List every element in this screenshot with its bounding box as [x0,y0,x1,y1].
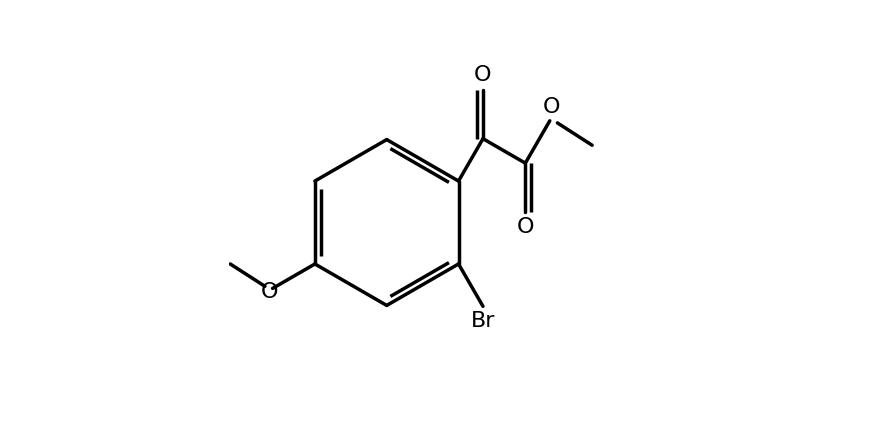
Text: Br: Br [471,312,495,331]
Text: O: O [543,97,560,116]
Text: O: O [261,282,278,302]
Text: O: O [516,217,534,237]
Text: O: O [474,65,492,85]
